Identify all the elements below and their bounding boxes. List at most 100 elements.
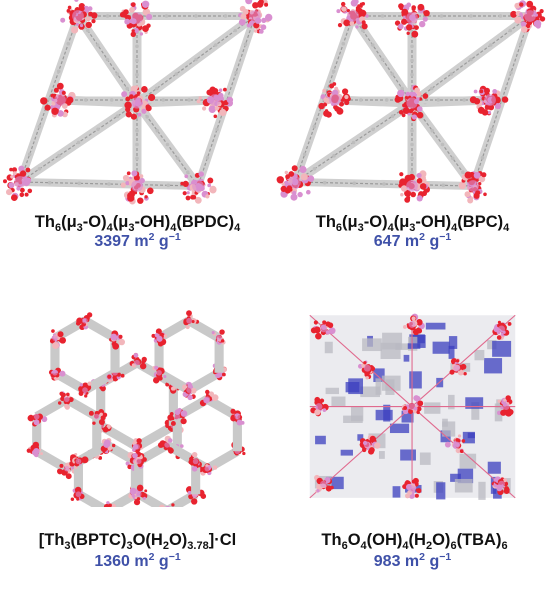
atom — [141, 108, 147, 114]
atom — [66, 392, 70, 397]
ring-wall — [134, 421, 176, 451]
surface-area-label: 983 m2 g−1 — [275, 552, 550, 571]
atom — [402, 107, 410, 114]
carbon-atom — [194, 14, 198, 18]
carbon-atom — [194, 57, 198, 62]
metal-node — [453, 364, 461, 372]
area-unit-exponent: 2 — [148, 551, 155, 563]
atom — [120, 373, 125, 378]
atom — [59, 463, 64, 468]
metal-node — [164, 442, 171, 448]
atom — [401, 8, 409, 16]
atom — [415, 488, 419, 492]
formula-subscript: 4 — [360, 540, 367, 552]
atom — [98, 409, 105, 415]
atom — [276, 176, 284, 184]
formula-subscript: 3 — [76, 222, 83, 234]
atom — [100, 415, 106, 421]
metal-node — [52, 369, 58, 376]
atom — [488, 104, 495, 111]
formula-text: O(H — [132, 531, 163, 549]
carbon-atom — [215, 127, 219, 132]
atom — [40, 452, 43, 456]
atom — [129, 6, 135, 13]
carbon-atom — [302, 152, 307, 157]
metal-node — [156, 335, 162, 341]
atom — [226, 96, 234, 104]
atom — [290, 193, 298, 201]
atom — [106, 501, 110, 505]
atom — [95, 411, 99, 415]
ligand-block — [459, 453, 477, 469]
area-unit-exponent: 2 — [419, 231, 425, 243]
formula-subscript: 3 — [128, 222, 135, 234]
atom — [196, 99, 201, 104]
metal-node — [33, 413, 40, 420]
atom — [81, 456, 89, 464]
atom — [356, 7, 361, 12]
atom — [484, 87, 490, 94]
carbon-atom — [361, 28, 365, 33]
atom — [325, 321, 331, 327]
atom — [322, 320, 327, 325]
atom — [403, 406, 408, 411]
atom — [99, 412, 103, 416]
atom — [74, 465, 78, 469]
formula-subscript: 6 — [341, 540, 348, 552]
atom — [205, 194, 210, 199]
ring-wall — [34, 395, 70, 421]
formula-subscript: 3 — [409, 222, 416, 234]
metal-node — [249, 10, 261, 22]
atom — [12, 171, 17, 176]
atom — [207, 177, 214, 184]
atom — [344, 94, 349, 100]
atom — [260, 24, 267, 31]
atom — [136, 438, 142, 444]
atom — [481, 172, 487, 178]
atom — [110, 503, 116, 507]
atom — [194, 196, 202, 204]
atom — [369, 435, 376, 443]
formula-text: (μ — [393, 213, 410, 231]
carbon-atom — [135, 128, 139, 133]
atom — [416, 195, 423, 202]
surface-area-label: 647 m2 g−1 — [275, 231, 550, 251]
formula-subscript: 4 — [402, 540, 409, 552]
atom — [417, 400, 424, 407]
metal-node — [408, 485, 416, 493]
atom — [131, 29, 135, 33]
formula-subscript: 6 — [335, 222, 343, 234]
ligand-block — [389, 423, 410, 434]
carbon-atom — [84, 98, 88, 102]
atom — [299, 165, 307, 174]
metal-node — [204, 465, 211, 472]
atom — [258, 0, 264, 5]
atom — [314, 409, 321, 416]
metal-node — [131, 12, 143, 24]
formula-text: O) — [168, 531, 188, 549]
atom — [411, 30, 419, 38]
atom — [165, 505, 171, 507]
atom — [514, 2, 521, 9]
atom — [163, 334, 168, 338]
metal-node — [320, 325, 327, 333]
atom — [306, 189, 311, 195]
carbon-atom — [390, 72, 395, 76]
atom — [206, 89, 213, 96]
atom — [87, 381, 92, 386]
atom — [496, 335, 502, 340]
formula-subscript: 3 — [64, 540, 71, 552]
atom — [130, 31, 136, 37]
carbon-atom — [66, 41, 71, 46]
atom — [405, 91, 411, 97]
carbon-atom — [166, 183, 171, 188]
atom — [261, 17, 267, 23]
ligand-block — [400, 449, 416, 461]
carbon-atom — [359, 98, 363, 102]
atom — [68, 396, 74, 403]
ligand-block — [392, 486, 401, 498]
atom — [18, 165, 25, 172]
carbon-atom — [430, 128, 435, 133]
carbon-atom — [135, 44, 139, 49]
atom — [126, 171, 131, 176]
